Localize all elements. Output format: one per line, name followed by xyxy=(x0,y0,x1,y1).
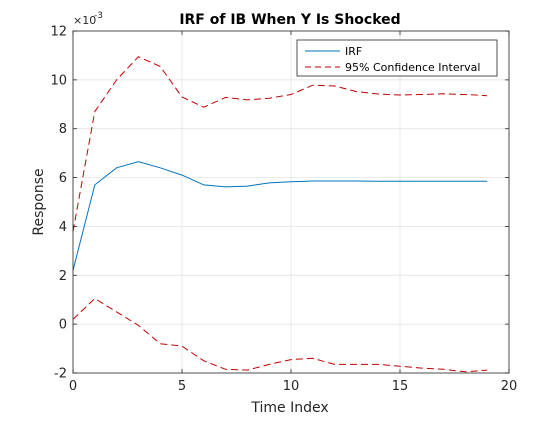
y-axis-label: Response xyxy=(31,168,47,235)
series-line-1 xyxy=(72,56,488,232)
axes xyxy=(72,30,510,374)
series-line-0 xyxy=(72,161,488,271)
y-tick-label: 12 xyxy=(50,25,67,40)
y-tick-label: 0 xyxy=(59,318,67,333)
y-tick-label: 8 xyxy=(59,122,67,137)
x-tick-label: 10 xyxy=(283,379,300,394)
y-tick-label: 10 xyxy=(50,73,67,88)
x-axis-label: Time Index xyxy=(250,400,328,416)
legend: IRF 95% Confidence Interval xyxy=(296,39,498,77)
series-line-2 xyxy=(72,297,488,373)
plot-lines xyxy=(72,56,488,373)
exponent-power: -3 xyxy=(94,11,103,21)
x-tick-label: 0 xyxy=(69,379,77,394)
y-axis-exponent: ×10 -3 xyxy=(73,11,103,27)
exponent-base: ×10 xyxy=(73,14,96,27)
y-tick-label: 4 xyxy=(59,220,67,235)
grid xyxy=(72,30,510,374)
y-tick-label: 6 xyxy=(59,171,67,186)
legend-box xyxy=(296,39,498,77)
chart-title: IRF of IB When Y Is Shocked xyxy=(179,12,400,28)
y-tick-label: 2 xyxy=(59,269,67,284)
y-tick-label: -2 xyxy=(54,367,67,382)
x-tick-label: 5 xyxy=(178,379,186,394)
legend-label-confidence-interval: 95% Confidence Interval xyxy=(345,61,480,74)
legend-label-irf: IRF xyxy=(345,45,362,58)
x-tick-label: 15 xyxy=(392,379,409,394)
x-tick-label: 20 xyxy=(501,379,518,394)
